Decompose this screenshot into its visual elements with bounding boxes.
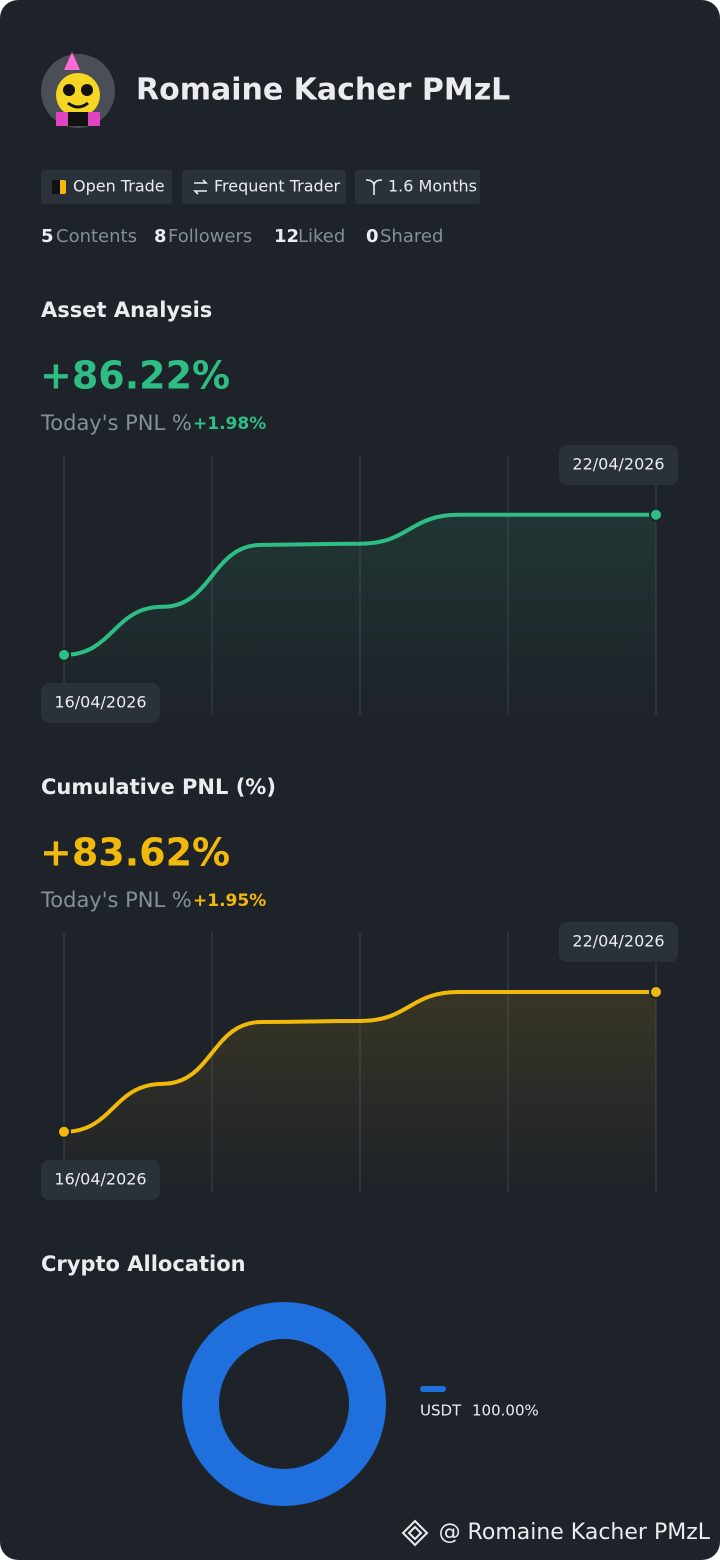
area <box>64 514 656 715</box>
date-label: 16/04/2026 <box>54 1170 146 1189</box>
subtitle: Today's PNL % <box>40 411 192 435</box>
legend-value: 100.00% <box>472 1402 539 1420</box>
legend-swatch <box>420 1386 446 1392</box>
section-title: Crypto Allocation <box>41 1252 246 1276</box>
date-tag <box>41 1160 160 1200</box>
badge: 1.6 Months <box>355 170 480 204</box>
stat-label: Followers <box>168 226 252 247</box>
line <box>62 989 658 1134</box>
area <box>64 991 656 1192</box>
watermark-logo <box>401 1519 429 1547</box>
line <box>62 512 658 657</box>
date-tag <box>559 445 678 485</box>
badge-label: Open Trade <box>73 177 165 196</box>
stat-label: Shared <box>380 226 443 247</box>
date-label: 22/04/2026 <box>572 455 664 474</box>
section-title: Cumulative PNL (%) <box>41 775 276 799</box>
stat-value: 12 <box>274 226 299 247</box>
stat-value: 5 <box>41 226 54 247</box>
subtitle: Today's PNL % <box>40 888 192 912</box>
date-label: 16/04/2026 <box>54 693 146 712</box>
avatar[interactable] <box>41 52 115 128</box>
headline-value: +86.22% <box>40 354 230 398</box>
legend-label: USDT <box>420 1402 462 1420</box>
stats: 5 Contents 8Followers 12Liked 0Shared <box>41 226 443 247</box>
profile-name: Romaine Kacher PMzL <box>136 73 510 108</box>
badge: Open Trade <box>41 170 172 204</box>
endpoint <box>57 647 71 662</box>
section-title: Asset Analysis <box>41 298 212 322</box>
endpoint <box>649 984 663 999</box>
stat-value: 8 <box>154 226 167 247</box>
headline-value: +83.62% <box>40 831 230 875</box>
badge: Frequent Trader <box>182 170 346 204</box>
change-value: +1.95% <box>193 891 266 911</box>
donut-slice <box>182 1302 386 1506</box>
badge-label: Frequent Trader <box>214 177 341 196</box>
endpoint <box>649 507 663 522</box>
badge-label: 1.6 Months <box>388 177 477 196</box>
watermark: @ Romaine Kacher PMzL <box>439 1520 711 1545</box>
stat-value: 0 <box>366 226 379 247</box>
date-tag <box>41 683 160 723</box>
date-label: 22/04/2026 <box>572 932 664 951</box>
stat-label: Contents <box>56 226 137 247</box>
stat-label: Liked <box>298 226 345 247</box>
change-value: +1.98% <box>193 414 266 434</box>
endpoint <box>57 1124 71 1139</box>
date-tag <box>559 922 678 962</box>
